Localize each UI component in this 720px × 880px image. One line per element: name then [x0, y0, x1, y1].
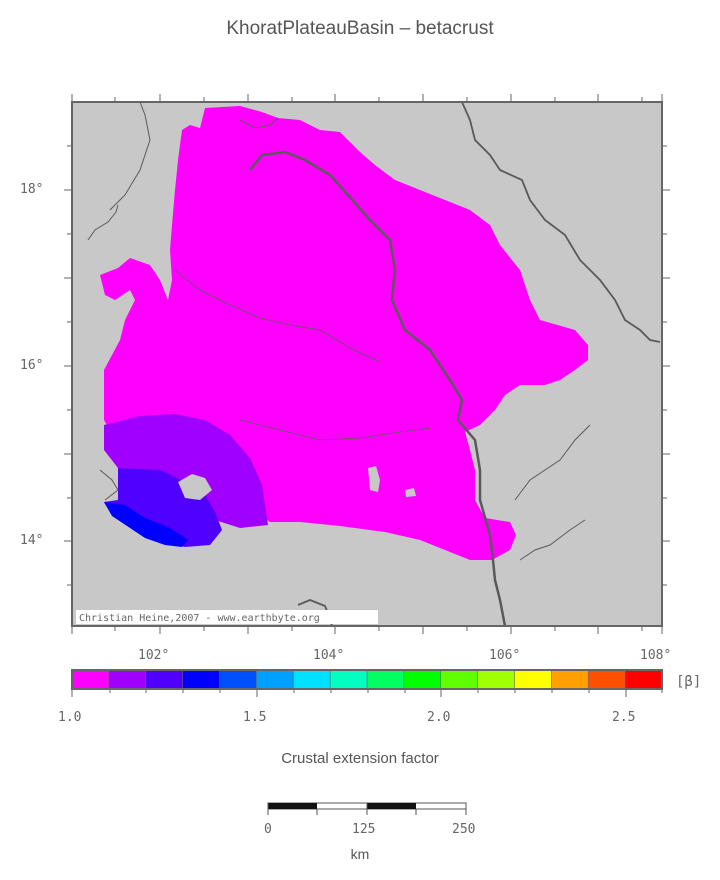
- map-frame: [71, 101, 663, 627]
- map-title: KhoratPlateauBasin – betacrust: [226, 18, 494, 39]
- colorbar-swatch-1: [108, 669, 147, 690]
- credit-text: Christian Heine,2007 - www.earthbyte.org: [79, 613, 320, 624]
- colorbar-swatch-5: [256, 669, 295, 690]
- scale-label-250: 250: [452, 822, 476, 837]
- basin-hole-east: [368, 466, 380, 492]
- lon-label-102: 102°: [138, 648, 170, 663]
- colorbar-caption: Crustal extension factor: [281, 750, 439, 767]
- colorbar: [71, 669, 663, 690]
- river-inner: [174, 269, 381, 363]
- colorbar-swatch-13: [551, 669, 590, 690]
- coastline-east: [461, 101, 661, 343]
- lon-label-104: 104°: [313, 648, 345, 663]
- colorbar-swatch-9: [403, 669, 442, 690]
- river-east: [514, 424, 591, 501]
- river-west: [99, 469, 119, 501]
- colorbar-swatch-11: [477, 669, 516, 690]
- lat-label-16: 16°: [20, 358, 44, 373]
- colorbar-tick-2-0: 2.0: [427, 710, 451, 725]
- colorbar-swatch-2: [145, 669, 184, 690]
- border-west: [87, 204, 119, 241]
- colorbar-tick-1-5: 1.5: [243, 710, 267, 725]
- scale-bar-segment-3: [367, 803, 416, 809]
- credit-box: [76, 610, 378, 624]
- colorbar-ticks: [71, 689, 663, 697]
- river-southeast: [519, 519, 586, 561]
- colorbar-swatch-0: [71, 669, 110, 690]
- colorbar-swatch-4: [219, 669, 258, 690]
- mekong-river: [249, 150, 507, 627]
- lon-label-108: 108°: [640, 648, 672, 663]
- colorbar-swatch-6: [292, 669, 331, 690]
- scale-label-0: 0: [264, 822, 272, 837]
- river-north-west: [109, 101, 151, 211]
- basin-region-max-extension: [104, 502, 188, 547]
- lat-label-14: 14°: [20, 533, 44, 548]
- basin-hole-small: [405, 488, 416, 497]
- basin-hole-west: [178, 474, 212, 500]
- colorbar-swatch-3: [182, 669, 221, 690]
- scale-unit: km: [350, 846, 370, 862]
- lat-label-18: 18°: [20, 182, 44, 197]
- colorbar-frame: [71, 669, 663, 690]
- colorbar-tick-1-0: 1.0: [58, 710, 82, 725]
- colorbar-swatch-7: [329, 669, 368, 690]
- colorbar-swatch-14: [587, 669, 626, 690]
- colorbar-swatch-12: [514, 669, 553, 690]
- scale-label-125: 125: [352, 822, 376, 837]
- scale-bar-segment-1: [268, 803, 317, 809]
- colorbar-swatch-10: [440, 669, 479, 690]
- colorbar-unit: [β]: [676, 674, 702, 690]
- scale-bar: [267, 802, 467, 815]
- lon-label-106: 106°: [489, 648, 521, 663]
- colorbar-swatch-15: [624, 669, 663, 690]
- river-inner-2: [239, 419, 431, 441]
- basin-region-mid-extension: [104, 414, 268, 528]
- colorbar-swatch-8: [366, 669, 405, 690]
- river-north: [239, 117, 279, 129]
- colorbar-tick-2-5: 2.5: [612, 710, 636, 725]
